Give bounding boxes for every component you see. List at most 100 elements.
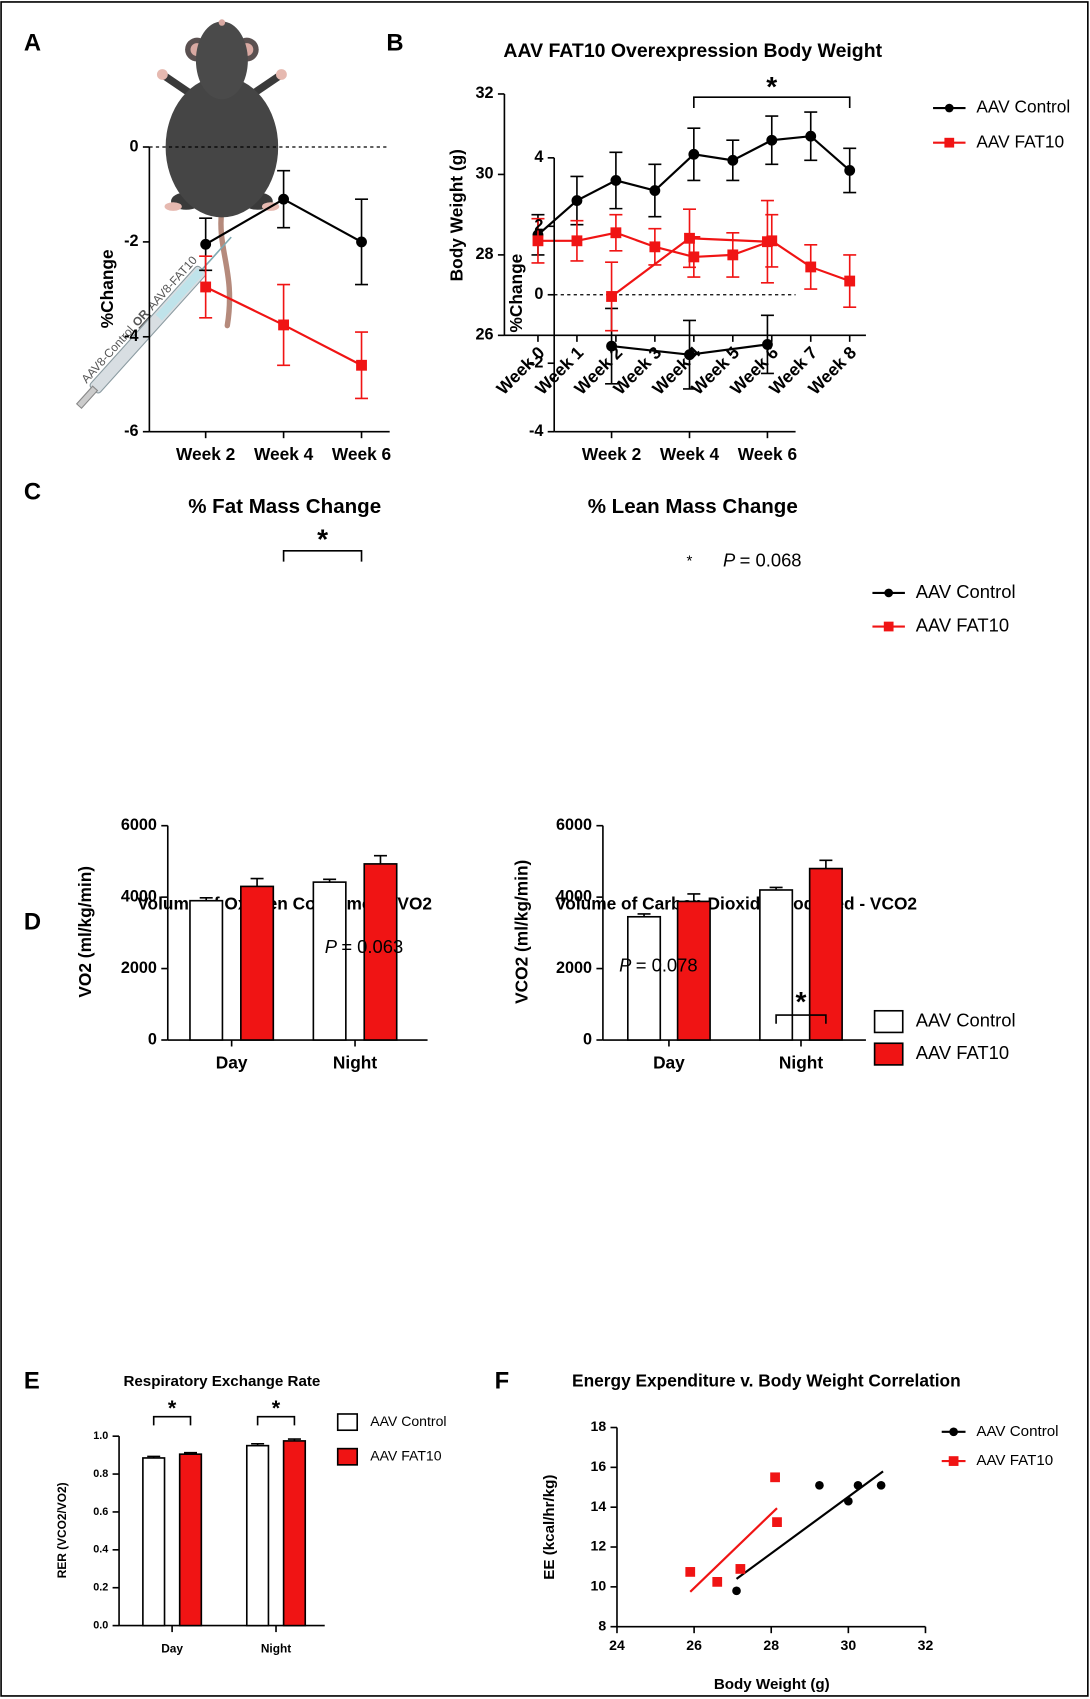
annotation-mark: *	[687, 553, 693, 570]
x-tick-label: Day	[161, 1642, 183, 1656]
marker	[876, 1480, 886, 1490]
y-tick-label: 0	[583, 1030, 592, 1048]
marker	[844, 275, 856, 287]
annotation-text: = 0.078	[636, 954, 698, 975]
marker	[805, 261, 817, 273]
x-tick-label: Week 4	[660, 444, 720, 464]
x-tick-label: Week 2	[176, 444, 235, 464]
y-tick-label: 4	[534, 148, 543, 166]
marker	[688, 251, 700, 263]
legend-label: AAV Control	[370, 1413, 446, 1429]
y-tick-label: 10	[591, 1578, 607, 1594]
y-tick-label: -2	[124, 232, 138, 250]
legend-swatch	[336, 1413, 359, 1432]
marker	[732, 1586, 741, 1596]
error-bar	[687, 893, 701, 902]
bar	[142, 1457, 166, 1627]
marker	[200, 281, 212, 293]
marker	[844, 1496, 853, 1506]
x-tick-label: 30	[841, 1637, 857, 1653]
marker	[948, 1456, 959, 1466]
y-tick-label: 0.0	[93, 1619, 108, 1631]
marker	[606, 340, 617, 352]
marker	[685, 1567, 696, 1577]
x-tick-label: Week 6	[738, 444, 797, 464]
x-tick-label: 26	[686, 1637, 702, 1653]
marker	[610, 175, 622, 186]
chart-title: Respiratory Exchange Rate	[123, 1373, 320, 1390]
chart-title: % Fat Mass Change	[188, 495, 381, 518]
y-tick-label: -2	[529, 354, 543, 372]
legend-label: AAV FAT10	[916, 614, 1009, 635]
chart: Respiratory Exchange Rate RER (VCO2/VO2) 0…	[55, 1373, 447, 1655]
annotation: P = 0.078	[619, 954, 697, 975]
significance-bracket	[152, 1415, 192, 1426]
legend-swatch	[873, 1009, 904, 1034]
legend-label: AAV FAT10	[916, 1042, 1009, 1063]
marker	[727, 154, 739, 166]
y-tick-label: 1.0	[93, 1430, 108, 1442]
significance-label: *	[168, 1395, 177, 1420]
marker	[762, 236, 773, 248]
bar	[282, 1440, 307, 1627]
y-axis-label: Body Weight (g)	[446, 149, 466, 281]
marker	[356, 359, 367, 371]
marker	[949, 1427, 958, 1437]
annotation-italic: P	[723, 549, 736, 570]
marker	[532, 235, 544, 247]
legend-label: AAV Control	[916, 581, 1016, 602]
legend-label: AAV Control	[976, 1423, 1058, 1440]
x-tick-label: 32	[918, 1637, 934, 1653]
y-tick-label: 8	[598, 1617, 606, 1633]
legend-label: AAV FAT10	[370, 1447, 442, 1463]
y-tick-label: 0	[534, 285, 543, 303]
error-bar	[819, 859, 833, 869]
y-axis-label: VCO2 (ml/kg/min)	[511, 860, 531, 1004]
marker	[883, 621, 894, 632]
marker	[735, 1564, 746, 1574]
y-axis-label: EE (kcal/hr/kg)	[541, 1475, 558, 1580]
significance-label: *	[796, 986, 807, 1017]
x-tick-label: Night	[261, 1642, 291, 1656]
significance-label: *	[272, 1395, 281, 1420]
y-tick-label: 2	[534, 217, 543, 235]
x-tick-label: Day	[216, 1052, 248, 1072]
panel-label: A	[24, 29, 41, 56]
chart: % Lean Mass Change %Change -4 -2 0 2 4 Week 2 We…	[506, 148, 1016, 635]
y-tick-label: 4000	[556, 887, 592, 905]
x-tick-label: 28	[763, 1637, 779, 1653]
legend-swatch	[873, 1042, 904, 1066]
annotation-italic: P	[325, 936, 338, 957]
chart-title: % Lean Mass Change	[588, 495, 798, 518]
annotation-text: = 0.063	[341, 936, 403, 957]
y-tick-label: 32	[476, 84, 494, 102]
marker	[200, 238, 212, 250]
chart-title: AAV FAT10 Overexpression Body Weight	[503, 40, 882, 62]
x-tick-label: Day	[653, 1052, 685, 1072]
y-tick-label: 2000	[556, 959, 592, 977]
bar	[676, 900, 711, 1041]
y-tick-label: -4	[529, 422, 543, 440]
legend-swatch	[336, 1447, 359, 1466]
y-tick-label: 16	[591, 1458, 607, 1474]
annotation: P = 0.063	[325, 936, 403, 957]
bar	[245, 1444, 270, 1627]
annotation: P = 0.068	[723, 549, 801, 570]
bar	[808, 867, 843, 1041]
y-tick-label: -4	[124, 327, 138, 345]
annotation-italic: P	[619, 954, 632, 975]
bar	[363, 863, 398, 1041]
marker	[649, 241, 661, 253]
legend-label: AAV Control	[976, 97, 1070, 117]
x-axis-label: Body Weight (g)	[714, 1676, 830, 1693]
y-tick-label: 2000	[121, 959, 157, 977]
panel-label: C	[24, 479, 41, 506]
panel-label: B	[386, 29, 403, 56]
y-tick-label: 12	[591, 1538, 607, 1554]
x-tick-label: 24	[609, 1637, 625, 1653]
marker	[944, 137, 955, 148]
y-tick-label: 0.8	[93, 1468, 108, 1480]
